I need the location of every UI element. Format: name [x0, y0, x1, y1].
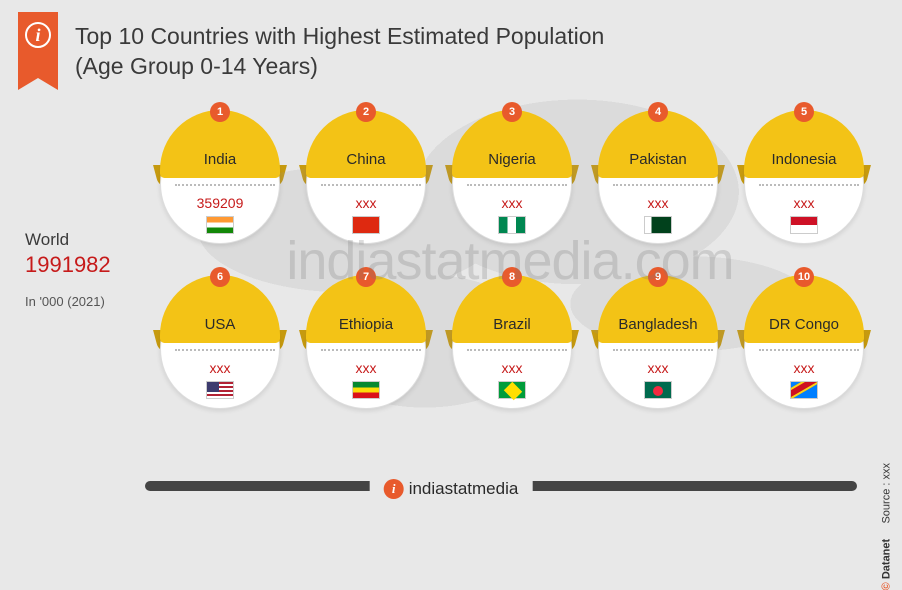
world-value: 1991982	[25, 252, 135, 278]
footer-logo-text: indiastatmedia	[409, 479, 519, 499]
country-card: 3 Nigeria xxx	[447, 110, 577, 255]
title-line1: Top 10 Countries with Highest Estimated …	[75, 23, 604, 49]
copyright-icon: ©	[880, 582, 892, 590]
country-flag-icon	[644, 216, 672, 234]
country-card: 1 India 359209	[155, 110, 285, 255]
country-card: 2 China xxx	[301, 110, 431, 255]
country-flag-icon	[206, 216, 234, 234]
card-arc: 5 Indonesia	[744, 110, 864, 178]
rank-badge: 6	[210, 267, 230, 287]
title-line2: (Age Group 0-14 Years)	[75, 53, 318, 79]
rank-badge: 8	[502, 267, 522, 287]
world-label: World	[25, 230, 135, 250]
country-card: 9 Bangladesh xxx	[593, 275, 723, 420]
countries-grid: 1 India 359209 2 China xxx 3 Nigeria xxx…	[155, 110, 875, 420]
country-flag-icon	[498, 216, 526, 234]
country-card: 10 DR Congo xxx	[739, 275, 869, 420]
country-name: USA	[205, 316, 236, 333]
card-dots	[467, 184, 567, 186]
country-name: Ethiopia	[339, 316, 393, 333]
country-name: Pakistan	[629, 151, 687, 168]
country-value: xxx	[447, 360, 577, 376]
page-title: Top 10 Countries with Highest Estimated …	[75, 22, 795, 82]
country-card: 7 Ethiopia xxx	[301, 275, 431, 420]
info-icon: i	[25, 22, 51, 48]
country-card: 6 USA xxx	[155, 275, 285, 420]
card-arc: 9 Bangladesh	[598, 275, 718, 343]
country-name: Nigeria	[488, 151, 536, 168]
rank-badge: 2	[356, 102, 376, 122]
rank-badge: 7	[356, 267, 376, 287]
country-value: xxx	[301, 360, 431, 376]
country-flag-icon	[206, 381, 234, 399]
country-value: xxx	[593, 195, 723, 211]
world-unit: In '000 (2021)	[25, 294, 135, 309]
card-arc: 4 Pakistan	[598, 110, 718, 178]
card-dots	[321, 184, 421, 186]
country-value: xxx	[301, 195, 431, 211]
footer-info-icon: i	[384, 479, 404, 499]
country-name: Brazil	[493, 316, 531, 333]
datanet-label: Datanet	[880, 539, 892, 579]
card-dots	[175, 349, 275, 351]
card-dots	[613, 349, 713, 351]
card-arc: 10 DR Congo	[744, 275, 864, 343]
footer-logo: i indiastatmedia	[370, 479, 533, 499]
country-name: India	[204, 151, 237, 168]
rank-badge: 10	[794, 267, 814, 287]
country-value: 359209	[155, 195, 285, 211]
card-dots	[321, 349, 421, 351]
country-value: xxx	[447, 195, 577, 211]
country-flag-icon	[498, 381, 526, 399]
card-dots	[759, 184, 859, 186]
country-value: xxx	[739, 195, 869, 211]
rank-badge: 9	[648, 267, 668, 287]
card-dots	[759, 349, 859, 351]
country-card: 4 Pakistan xxx	[593, 110, 723, 255]
info-ribbon: i	[18, 12, 58, 78]
country-flag-icon	[644, 381, 672, 399]
card-arc: 1 India	[160, 110, 280, 178]
country-card: 8 Brazil xxx	[447, 275, 577, 420]
country-name: DR Congo	[769, 316, 839, 333]
country-flag-icon	[790, 216, 818, 234]
source-label: Source : xxx	[880, 463, 892, 524]
rank-badge: 3	[502, 102, 522, 122]
card-arc: 7 Ethiopia	[306, 275, 426, 343]
rank-badge: 4	[648, 102, 668, 122]
country-name: Bangladesh	[618, 316, 697, 333]
country-card: 5 Indonesia xxx	[739, 110, 869, 255]
country-flag-icon	[790, 381, 818, 399]
country-name: China	[346, 151, 385, 168]
country-name: Indonesia	[771, 151, 836, 168]
side-credits: © Datanet Source : xxx	[880, 463, 892, 590]
rank-badge: 1	[210, 102, 230, 122]
card-arc: 6 USA	[160, 275, 280, 343]
card-arc: 3 Nigeria	[452, 110, 572, 178]
country-flag-icon	[352, 381, 380, 399]
country-flag-icon	[352, 216, 380, 234]
country-value: xxx	[739, 360, 869, 376]
country-value: xxx	[155, 360, 285, 376]
country-value: xxx	[593, 360, 723, 376]
card-arc: 2 China	[306, 110, 426, 178]
card-dots	[467, 349, 567, 351]
card-dots	[175, 184, 275, 186]
world-summary: World 1991982 In '000 (2021)	[25, 230, 135, 309]
card-dots	[613, 184, 713, 186]
card-arc: 8 Brazil	[452, 275, 572, 343]
rank-badge: 5	[794, 102, 814, 122]
